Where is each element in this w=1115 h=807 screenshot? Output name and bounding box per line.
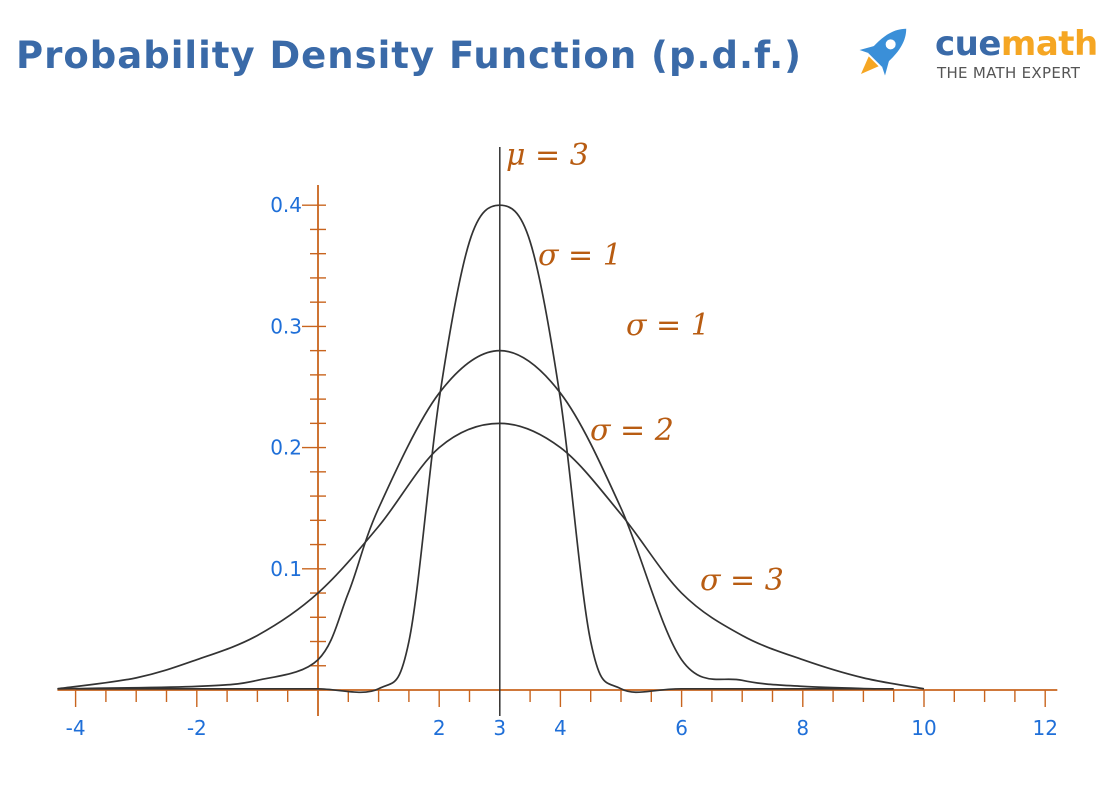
- y-tick-label: 0.1: [270, 557, 302, 581]
- annotations: μ = 3 σ = 1σ = 1 σ = 2 σ = 3: [506, 138, 784, 598]
- brand-tagline: THE MATH EXPERT: [937, 64, 1081, 82]
- sigma-annotation: σ = 1: [538, 238, 622, 273]
- pdf-curve-2: [57, 349, 876, 690]
- brand-name-part1: cue: [935, 24, 1001, 64]
- curves: [57, 204, 925, 694]
- sigma-annotation: σ = 1: [626, 308, 710, 343]
- x-tick-label: 2: [433, 716, 446, 740]
- tick-labels: -4 -2 2 3 4 6 8 10 12 0.4 0.3 0.2 0.1: [66, 193, 1058, 740]
- y-tick-label: 0.4: [270, 193, 302, 217]
- x-tick-label: 8: [796, 716, 809, 740]
- pdf-curve-1: [75, 204, 894, 694]
- x-tick-label: 3: [493, 716, 506, 740]
- pdf-curve-3: [57, 422, 925, 690]
- sigma-annotation: σ = 2: [590, 413, 674, 448]
- chart-title: Probability Density Function (p.d.f.): [16, 34, 803, 77]
- brand-name: cuemath: [935, 24, 1098, 64]
- rocket-icon: [859, 28, 907, 76]
- sigma-annotation: σ = 3: [700, 563, 784, 598]
- x-tick-label: 6: [675, 716, 688, 740]
- x-tick-label: -4: [66, 716, 86, 740]
- x-tick-label: 12: [1032, 716, 1057, 740]
- brand-name-part2: math: [1000, 24, 1098, 64]
- y-tick-label: 0.2: [270, 436, 302, 460]
- x-tick-label: 4: [554, 716, 567, 740]
- x-tick-label: -2: [187, 716, 207, 740]
- axes: [57, 147, 1058, 716]
- x-tick-label: 10: [911, 716, 936, 740]
- brand-logo: cuemath THE MATH EXPERT: [845, 10, 1110, 90]
- y-tick-label: 0.3: [270, 314, 302, 338]
- mean-annotation: μ = 3: [506, 138, 589, 173]
